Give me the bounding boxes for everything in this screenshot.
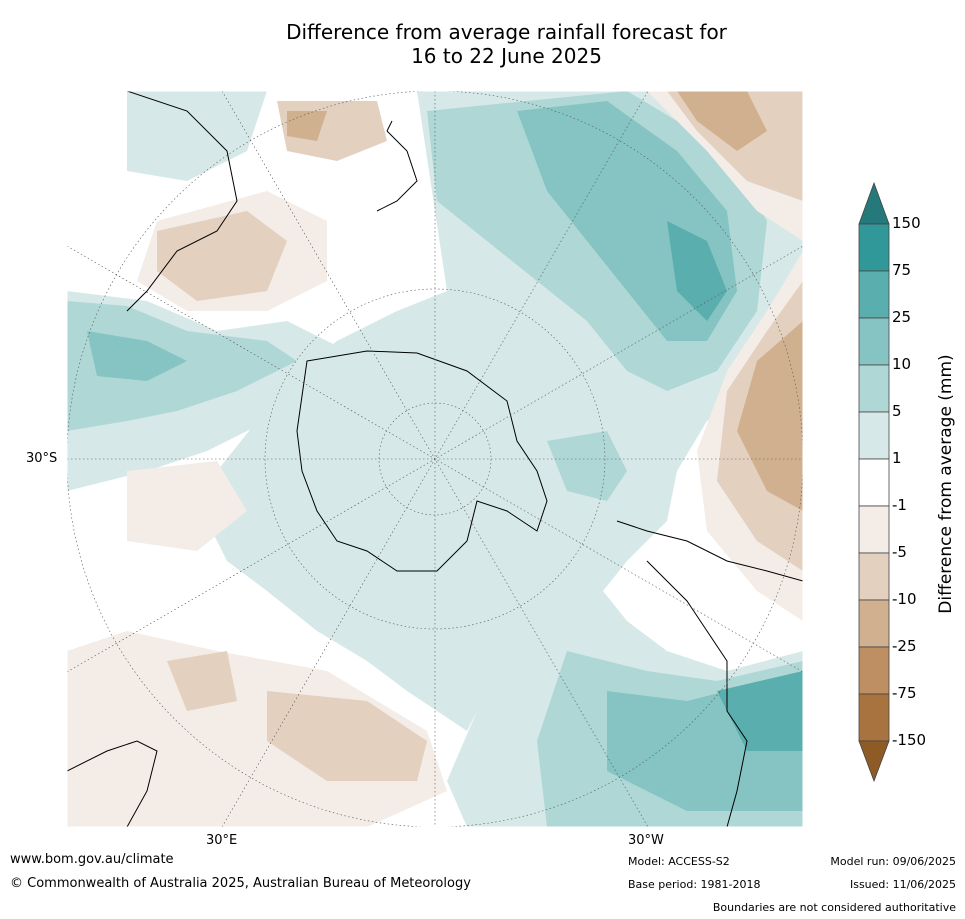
colorbar-block [858,317,890,366]
anomaly-region [677,91,767,151]
lon-label-30w: 30°W [628,833,664,848]
colorbar-tick-label: 25 [892,308,912,326]
lat-label-30s: 30°S [26,451,58,466]
australia-coastline [67,740,158,827]
colorbar-tick-label: -75 [892,684,917,702]
new-zealand-coastline [376,120,418,212]
anomaly-region [717,671,803,751]
colorbar-block [858,411,890,460]
anomaly-region [737,321,803,511]
anomaly-region [127,91,267,181]
colorbar-block [858,599,890,648]
lon-label-30e: 30°E [206,833,238,848]
colorbar-block [858,552,890,601]
colorbar-tick-label: 150 [892,214,921,232]
colorbar-extend-top [858,182,890,225]
colorbar-block [858,458,890,507]
africa-coastline [126,91,238,312]
colorbar-tick-label: 10 [892,355,912,373]
colorbar-block [858,223,890,272]
footer-url[interactable]: www.bom.gov.au/climate [10,852,174,867]
rainfall-anomaly-map [67,91,803,827]
footer-copyright: © Commonwealth of Australia 2025, Austra… [10,876,471,891]
graticule [67,91,803,827]
colorbar-tick-label: -150 [892,731,927,749]
colorbar-tick-label: -1 [892,496,907,514]
antarctica-coastline [296,350,548,572]
colorbar-block [858,693,890,742]
colorbar-block [858,505,890,554]
anomaly-region [67,301,297,431]
anomaly-region [87,331,187,381]
footer-model-run: Model run: 09/06/2025 [830,855,956,868]
colorbar-block [858,364,890,413]
south-america-coastline [616,520,803,827]
anomaly-region [667,221,727,321]
colorbar-tick-label: 1 [892,449,902,467]
colorbar-tick-label: -25 [892,637,917,655]
anomaly-region [167,651,237,711]
colorbar-block [858,646,890,695]
anomaly-region [157,211,287,301]
anomaly-region [547,431,627,501]
footer-disclaimer: Boundaries are not considered authoritat… [712,901,956,914]
colorbar-tick-label: -10 [892,590,917,608]
colorbar-block [858,270,890,319]
colorbar [858,182,890,782]
footer-issued: Issued: 11/06/2025 [849,878,956,891]
anomaly-region [127,461,247,551]
map-title-line2: 16 to 22 June 2025 [411,44,602,68]
anomaly-region [267,691,427,781]
map-title-line1: Difference from average rainfall forecas… [286,20,727,44]
colorbar-title: Difference from average (mm) [936,354,956,614]
colorbar-tick-label: 5 [892,402,902,420]
colorbar-tick-label: 75 [892,261,912,279]
footer-base-period: Base period: 1981-2018 [628,878,761,891]
anomaly-region [287,111,327,141]
colorbar-tick-label: -5 [892,543,907,561]
footer-model: Model: ACCESS-S2 [628,855,730,868]
colorbar-extend-bottom [858,740,890,782]
map-title: Difference from average rainfall forecas… [0,20,965,68]
